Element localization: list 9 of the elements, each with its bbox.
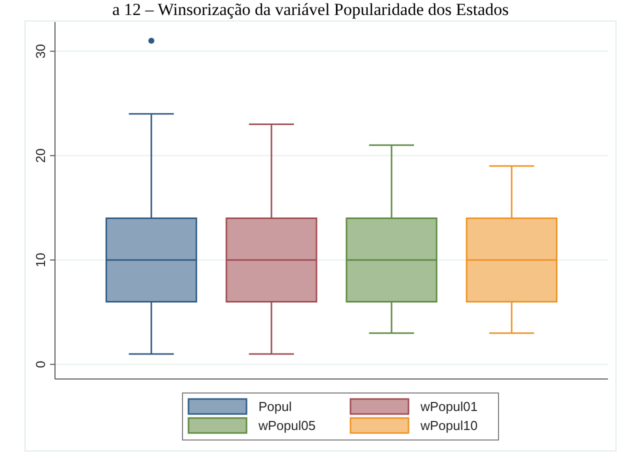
chart-title: a 12 – Winsorização da variável Popularidade dos Estados bbox=[112, 0, 509, 19]
y-tick-label: 20 bbox=[33, 148, 48, 163]
legend-label: Popul bbox=[258, 399, 292, 414]
legend-label: wPopul01 bbox=[420, 399, 478, 414]
y-tick-label: 0 bbox=[33, 360, 48, 368]
legend-label: wPopul10 bbox=[420, 418, 478, 433]
legend-label: wPopul05 bbox=[258, 418, 316, 433]
y-tick-label: 30 bbox=[33, 44, 48, 58]
y-tick-label: 10 bbox=[33, 252, 48, 268]
